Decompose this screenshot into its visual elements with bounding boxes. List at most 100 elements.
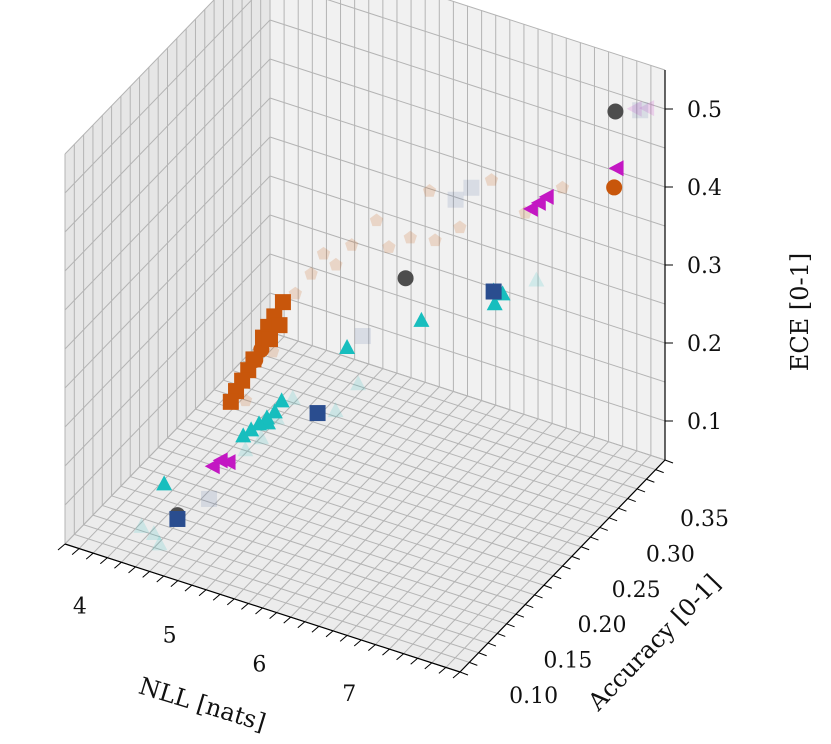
navy-squares-point <box>169 510 186 527</box>
y-tick-label: 0.35 <box>680 507 729 532</box>
grid-line <box>223 379 619 509</box>
x-tick-mark <box>128 566 136 574</box>
z-tick-label: 0.2 <box>687 332 722 357</box>
y-tick-mark <box>590 536 599 541</box>
y-tick-mark <box>627 498 636 503</box>
magenta-left-triangles-point <box>220 454 236 471</box>
x-tick-mark <box>438 667 447 674</box>
magenta-left-triangles-point <box>538 188 554 205</box>
y-tick-mark <box>459 671 469 676</box>
orange-faded-point <box>484 173 499 186</box>
grid-line <box>241 360 638 490</box>
navy-faded-point <box>354 328 371 345</box>
magenta-left-triangles-point <box>530 194 546 211</box>
x-tick-mark <box>396 653 404 661</box>
magenta-faded-point <box>639 100 655 117</box>
gray-circles-point <box>607 103 624 120</box>
x-axis-title: NLL [nats] <box>136 672 269 737</box>
x-tick-mark <box>198 589 207 597</box>
x-tick-mark <box>368 644 376 651</box>
grid-line <box>64 136 271 350</box>
x-tick-mark <box>85 552 94 560</box>
y-tick-label: 0.30 <box>646 543 695 568</box>
grid-line <box>232 370 628 500</box>
grid-line <box>176 427 572 557</box>
grid-line <box>269 175 666 305</box>
grid-line <box>74 533 470 663</box>
grid-line <box>102 504 498 634</box>
x-tick-mark <box>410 657 419 665</box>
cyan-faded-point <box>284 389 301 405</box>
grid-line <box>269 253 666 383</box>
cyan-triangles-point <box>156 475 173 491</box>
cyan-faded-point <box>350 375 367 391</box>
orange-squares-point <box>274 294 291 311</box>
y-tick-mark <box>608 517 618 522</box>
orange-faded-point <box>316 246 331 260</box>
cyan-faded-point <box>151 535 168 551</box>
grid-line <box>269 214 666 344</box>
x-tick-mark <box>382 648 390 656</box>
x-tick-mark <box>226 598 235 606</box>
z-tick-label: 0.5 <box>687 98 722 123</box>
navy-faded-point <box>201 490 218 507</box>
grid-line <box>64 331 271 545</box>
cyan-triangles-point <box>235 427 252 443</box>
cyan-faded-point <box>237 441 254 457</box>
data-points <box>133 100 655 551</box>
y-tick-mark <box>543 584 553 589</box>
orange-faded-point <box>266 344 280 358</box>
grid-line <box>158 447 554 577</box>
magenta-faded-point <box>626 100 642 117</box>
orange-faded-point <box>329 257 343 271</box>
grid-line <box>260 341 656 471</box>
navy-faded-point <box>463 179 480 196</box>
y-tick-mark <box>525 604 534 609</box>
orange-faded-point <box>345 238 359 251</box>
x-tick-label: 6 <box>252 653 266 678</box>
grid-line <box>64 292 271 506</box>
y-tick-mark <box>515 613 525 618</box>
y-tick-label: 0.15 <box>543 649 592 674</box>
y-tick-label: 0.10 <box>509 684 558 709</box>
x-tick-mark <box>283 616 292 624</box>
cyan-faded-point <box>528 271 545 287</box>
gray-circles-point <box>397 270 414 287</box>
y-tick-mark <box>562 565 571 570</box>
grid-line <box>64 19 271 233</box>
navy-faded-point <box>447 191 464 208</box>
x-tick-mark <box>325 630 334 638</box>
grid-line <box>269 58 666 188</box>
x-tick-mark <box>170 580 179 587</box>
y-tick-mark <box>664 459 674 464</box>
x-tick-mark <box>297 621 306 629</box>
grid-line <box>64 214 271 428</box>
orange-faded-point <box>422 184 437 197</box>
orange-circles-point <box>606 179 623 196</box>
orange-faded-point <box>369 213 384 227</box>
y-tick-mark <box>553 575 562 580</box>
cyan-faded-point <box>327 402 344 418</box>
y-tick-mark <box>599 526 608 531</box>
grid-line <box>213 389 610 519</box>
x-tick-label: 4 <box>73 595 87 620</box>
y-tick-label: 0.20 <box>578 613 627 638</box>
grid-line <box>64 0 215 155</box>
grid-line <box>92 514 489 644</box>
x-tick-label: 5 <box>163 624 177 649</box>
y-tick-mark <box>534 594 543 599</box>
cyan-faded-point <box>133 517 150 533</box>
cyan-triangles-point <box>339 338 356 354</box>
grid-line <box>269 292 666 422</box>
cyan-triangles-point <box>258 409 275 425</box>
grid-line <box>269 97 666 227</box>
magenta-left-triangles-point <box>522 200 538 217</box>
y-tick-mark <box>646 478 655 483</box>
orange-faded-point <box>288 286 302 300</box>
grid-line <box>269 19 666 149</box>
y-tick-mark <box>487 642 497 647</box>
cyan-triangles-point <box>486 295 503 311</box>
orange-faded-point <box>555 180 570 194</box>
magenta-left-triangles-point <box>608 160 624 177</box>
